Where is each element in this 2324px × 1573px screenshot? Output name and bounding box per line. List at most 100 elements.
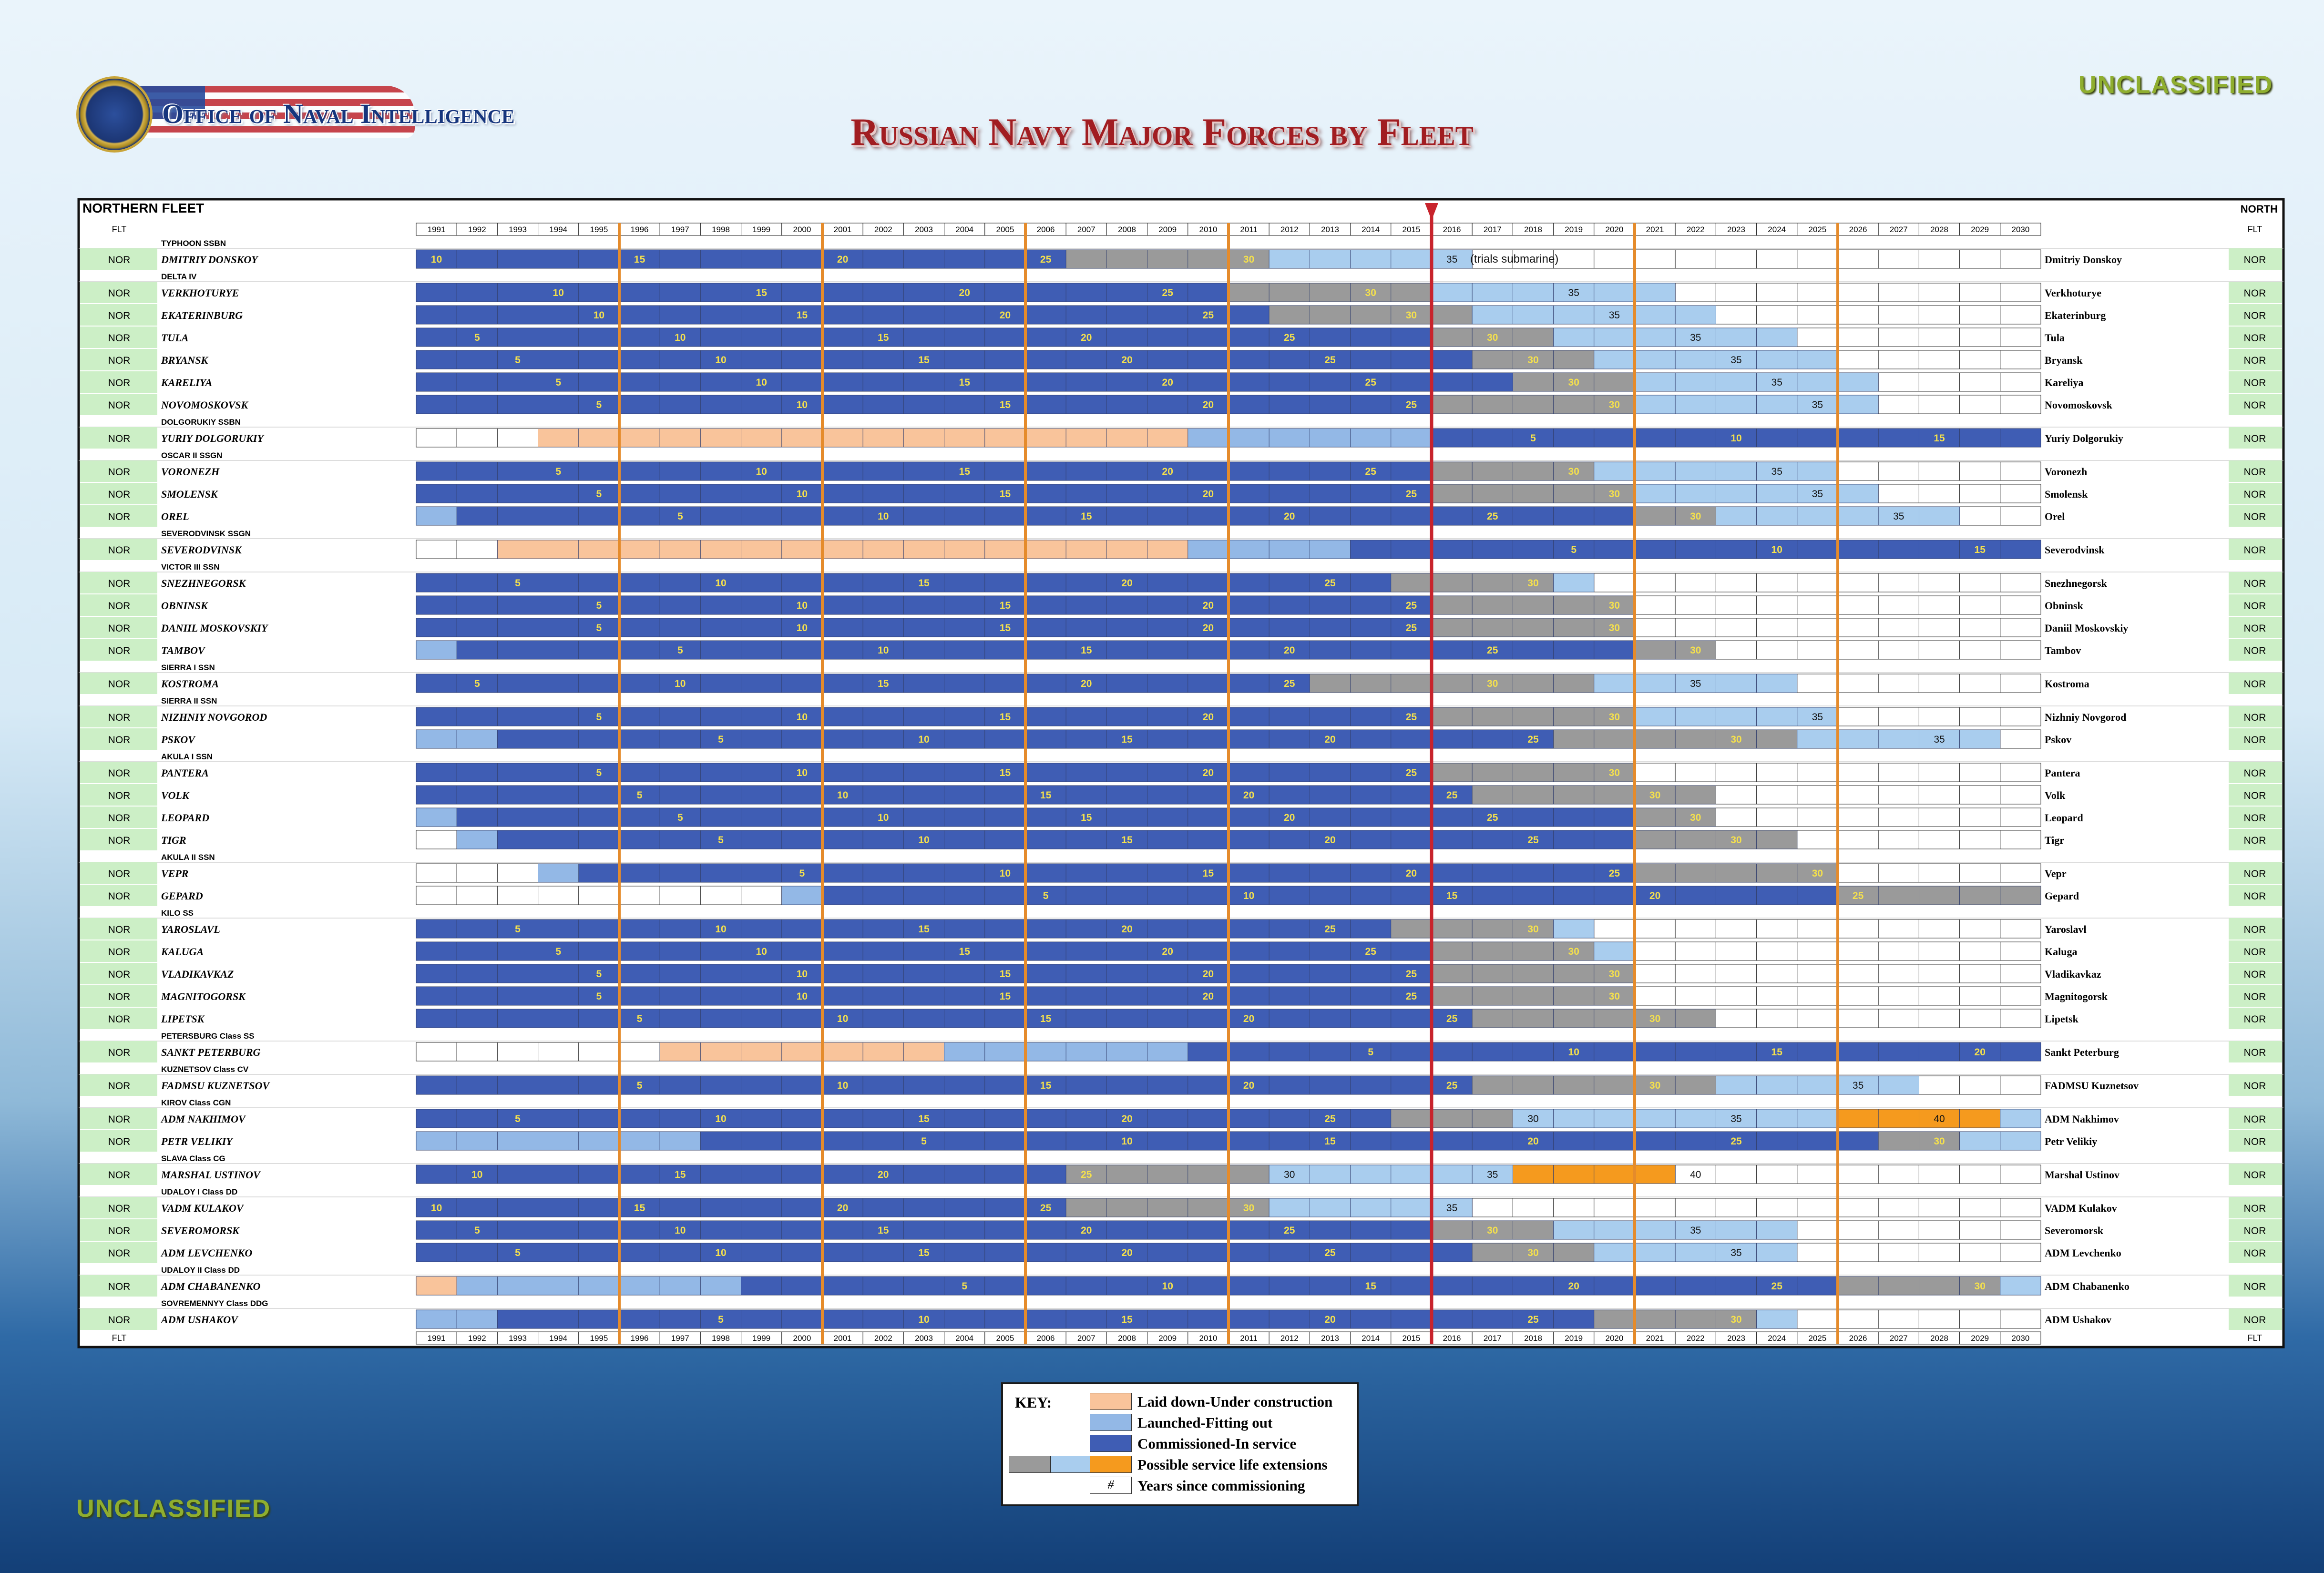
status-cell: [659, 1243, 701, 1262]
ship-name-right: Verkhoturye: [2045, 287, 2101, 299]
status-cell: [984, 428, 1026, 448]
status-cell: [497, 674, 539, 693]
status-cell: [1025, 785, 1066, 805]
flt-cell-right: [2229, 1041, 2282, 1062]
years-label: 15: [1040, 1080, 1052, 1091]
grid-cell: [1837, 1243, 1879, 1262]
grid-cell: [1797, 1309, 1838, 1329]
status-cell: [1431, 249, 1473, 269]
years-label: 5: [596, 969, 602, 980]
years-label: 10: [918, 1314, 929, 1325]
status-cell: [944, 1109, 985, 1128]
footer-year-label: 2001: [834, 1334, 852, 1343]
header-year-label: 2004: [955, 225, 973, 234]
status-cell: [1837, 1075, 1879, 1095]
years-label: 20: [1203, 991, 1214, 1002]
status-cell: [1431, 1042, 1473, 1062]
years-label: 40: [1934, 1113, 1945, 1124]
status-cell: [1106, 283, 1147, 302]
status-cell: [619, 1164, 660, 1184]
years-label: 25: [1853, 890, 1864, 901]
status-cell: [781, 1042, 823, 1062]
flt-cell: [80, 762, 157, 783]
status-cell: [903, 350, 945, 369]
status-cell: [1472, 305, 1513, 325]
status-cell: [1512, 305, 1554, 325]
years-label: 25: [1203, 310, 1214, 321]
status-cell: [416, 1075, 457, 1095]
status-cell: [619, 1198, 660, 1217]
status-cell: [903, 618, 945, 637]
status-cell: [619, 372, 660, 392]
status-cell: [578, 1276, 620, 1296]
status-cell: [984, 484, 1026, 503]
status-cell: [862, 573, 904, 592]
years-label: 25: [1406, 399, 1417, 410]
status-cell: [1472, 1131, 1513, 1151]
status-cell: [1269, 1009, 1310, 1028]
status-cell: [1391, 283, 1432, 302]
status-cell: [1797, 1075, 1838, 1095]
status-cell: [741, 1309, 782, 1329]
status-cell: [1269, 1276, 1310, 1296]
status-cell: [1594, 484, 1635, 503]
years-label: 10: [918, 835, 929, 846]
ship-name: ADM LEVCHENKO: [160, 1247, 252, 1259]
years-label: 5: [921, 1136, 927, 1147]
flt-cell-right: [2229, 394, 2282, 415]
status-cell: [903, 1075, 945, 1095]
grid-cell: [578, 1042, 620, 1062]
status-cell: [903, 763, 945, 782]
status-cell: [538, 1220, 579, 1240]
class-label: SOVREMENNYY Class DDG: [161, 1299, 268, 1308]
status-cell: [903, 573, 945, 592]
years-label: 35: [1812, 712, 1823, 723]
status-cell: [1391, 1198, 1432, 1217]
status-cell: [984, 1009, 1026, 1028]
status-cell: [538, 595, 579, 615]
header-year-cell: [1837, 223, 1879, 236]
footer-year-label: 2021: [1646, 1334, 1664, 1343]
status-cell: [1634, 1164, 1676, 1184]
grid-cell: [1959, 249, 2001, 269]
status-cell: [1431, 941, 1473, 961]
legend-item-extension: Possible service life extensions: [1009, 1454, 1352, 1473]
status-cell: [781, 595, 823, 615]
status-cell: [1675, 327, 1716, 347]
grid-cell: [2000, 1198, 2041, 1217]
status-cell: [1147, 1309, 1188, 1329]
status-cell: [1512, 674, 1554, 693]
status-cell: [1634, 863, 1676, 883]
grid-cell: [2000, 595, 2041, 615]
status-cell: [944, 283, 985, 302]
grid-cell: [2000, 327, 2041, 347]
status-cell: [1350, 305, 1392, 325]
status-cell: [1350, 461, 1392, 481]
status-cell: [822, 674, 863, 693]
status-cell: [1147, 484, 1188, 503]
flt-cell: [80, 394, 157, 415]
flt-label: NOR: [108, 288, 131, 299]
grid-cell: [1878, 1198, 1919, 1217]
status-cell: [416, 807, 457, 827]
status-cell: [822, 986, 863, 1006]
status-cell: [1269, 540, 1310, 559]
status-cell: [456, 1309, 498, 1329]
ship-name-right: Severodvinsk: [2045, 544, 2105, 556]
status-cell: [659, 1198, 701, 1217]
status-cell: [862, 830, 904, 849]
years-label: 35: [1690, 1225, 1701, 1236]
status-cell: [1472, 283, 1513, 302]
status-cell: [862, 1276, 904, 1296]
years-label: 15: [878, 678, 889, 689]
years-label: 10: [1121, 1136, 1132, 1147]
header-year-label: 2003: [915, 225, 933, 234]
status-cell: [984, 618, 1026, 637]
grid-cell: [538, 886, 579, 905]
status-cell: [659, 573, 701, 592]
grid-cell: [1797, 986, 1838, 1006]
status-cell: [1147, 1276, 1188, 1296]
grid-cell: [1918, 1243, 1960, 1262]
status-cell: [1350, 1220, 1392, 1240]
ship-name-right: Tula: [2045, 332, 2065, 344]
